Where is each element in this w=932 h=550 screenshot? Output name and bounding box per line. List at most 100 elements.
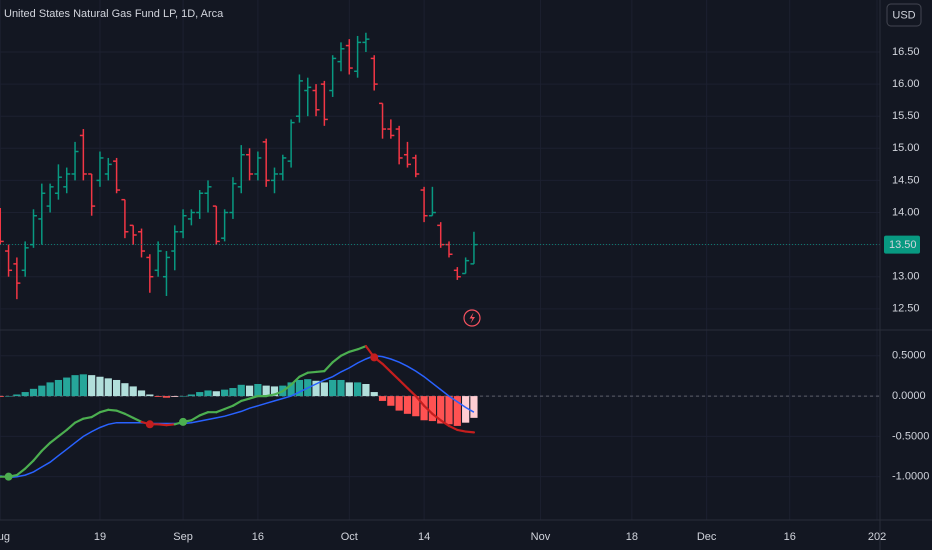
y-tick-label: 15.00 — [892, 142, 920, 154]
histogram-bar — [154, 396, 162, 397]
histogram-bar — [420, 396, 428, 421]
histogram-bar — [162, 396, 171, 398]
y-tick-label: -1.0000 — [892, 471, 929, 483]
histogram-bar — [287, 382, 295, 397]
macd-segment — [348, 348, 359, 353]
x-tick-label: Oct — [341, 531, 358, 543]
histogram-bar — [187, 394, 195, 397]
macd-segment — [98, 408, 110, 414]
macd-segment — [15, 467, 27, 477]
macd-segment — [132, 416, 143, 423]
macd-segment — [265, 393, 276, 398]
y-tick-label: 0.5000 — [892, 350, 926, 362]
y-tick-label: 16.00 — [892, 78, 920, 90]
macd-segment — [231, 399, 243, 407]
last-price-box — [884, 235, 920, 254]
histogram-bar — [437, 396, 445, 424]
histogram-bar — [63, 377, 71, 397]
histogram-bar — [453, 396, 461, 426]
macd-segment — [281, 383, 293, 393]
macd-segment — [406, 386, 417, 398]
histogram-bar — [229, 388, 237, 397]
macd-segment — [65, 421, 77, 432]
histogram-bar — [445, 396, 453, 425]
macd-segment — [90, 411, 102, 419]
macd-segment — [339, 350, 351, 357]
histogram-bar — [362, 384, 370, 397]
macd-segment — [314, 370, 326, 374]
x-tick-label: 18 — [626, 531, 638, 543]
macd-segment — [331, 354, 343, 364]
histogram-bar — [337, 379, 345, 397]
histogram-bar — [96, 376, 104, 397]
histogram-bar — [403, 396, 412, 414]
histogram-bar — [378, 396, 387, 401]
macd-segment — [49, 435, 60, 444]
macd-segment — [273, 390, 284, 396]
histogram-bar — [262, 385, 270, 397]
marks — [0, 32, 880, 481]
macd-segment — [24, 459, 35, 470]
histogram-bar — [329, 379, 337, 397]
macd-segment — [290, 375, 301, 386]
y-tick-label: 15.50 — [892, 110, 920, 122]
histogram-bar — [295, 379, 304, 397]
y-tick-label: 14.50 — [892, 174, 920, 186]
lightning-icon[interactable] — [463, 309, 481, 327]
histogram-bar — [146, 394, 154, 397]
macd-segment — [398, 378, 409, 390]
histogram-bar — [370, 392, 378, 397]
macd-segment — [298, 371, 309, 378]
histogram-bar — [13, 394, 21, 397]
x-tick-label: Dec — [697, 531, 717, 543]
macd-segment — [32, 449, 43, 462]
histogram-bar — [221, 389, 229, 397]
last-price-label: 13.50 — [889, 239, 917, 251]
cross-dot — [179, 417, 188, 426]
cross-dot — [370, 353, 379, 362]
x-tick-label: 19 — [94, 531, 106, 543]
x-tick-label: Aug — [0, 531, 10, 543]
histogram-bar — [171, 396, 179, 397]
histogram-bar — [196, 392, 204, 397]
macd-segment — [389, 370, 401, 382]
macd-segment — [356, 345, 368, 351]
macd-segment — [123, 412, 135, 419]
histogram-bar — [270, 386, 279, 397]
histogram-bar — [320, 382, 328, 397]
y-tick-label: 16.50 — [892, 46, 920, 58]
macd-segment — [40, 441, 52, 452]
macd-segment — [306, 370, 318, 374]
macd-segment — [456, 428, 467, 433]
macd-segment — [431, 412, 442, 422]
signal-line — [0, 355, 475, 479]
currency-label[interactable]: USD — [892, 9, 915, 21]
histogram-bar — [212, 391, 220, 397]
macd-segment — [115, 409, 127, 415]
histogram-bar — [54, 379, 63, 397]
macd-segment — [447, 424, 459, 432]
macd-segment — [422, 404, 434, 415]
histogram-bar — [0, 396, 4, 397]
y-tick-label: 13.00 — [892, 271, 920, 283]
histogram-bar — [412, 396, 420, 417]
histogram-bar — [254, 384, 262, 397]
macd-segment — [215, 407, 226, 414]
x-tick-label: 16 — [252, 531, 264, 543]
histogram-bar — [354, 382, 362, 397]
histogram-bar — [245, 385, 254, 397]
macd-segment — [190, 414, 201, 422]
currency-button[interactable] — [886, 3, 922, 27]
histogram-bar — [104, 378, 112, 397]
histogram-bar — [4, 396, 13, 397]
histogram-bar — [88, 375, 96, 397]
macd-segment — [198, 411, 210, 417]
histogram-bar — [345, 382, 353, 397]
histogram-bar — [395, 396, 403, 411]
macd-segment — [439, 419, 451, 428]
histogram-bar — [312, 380, 320, 397]
histogram-bar — [121, 383, 129, 397]
